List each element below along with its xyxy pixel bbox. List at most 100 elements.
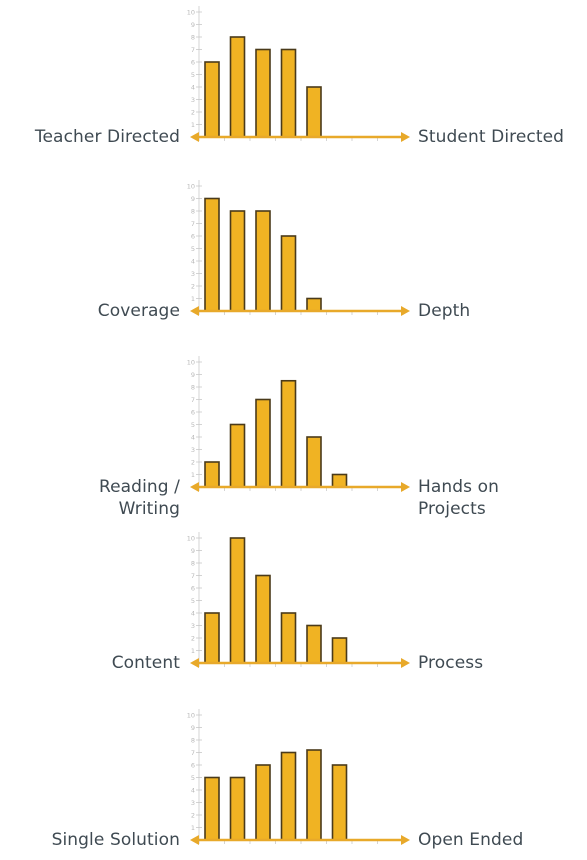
- y-tick-label: 4: [191, 258, 195, 266]
- chart-3: 1 2 3 4 5 6 7 8 9 10: [187, 356, 410, 492]
- y-tick-label: 9: [191, 371, 195, 379]
- y-tick-label: 3: [191, 799, 195, 807]
- arrow-right-head-icon: [401, 306, 410, 316]
- bar: [331, 473, 348, 488]
- y-tick-label: 6: [191, 409, 195, 417]
- right-pole-label: Projects: [418, 499, 486, 519]
- y-tick-label: 8: [191, 384, 195, 392]
- y-tick-label: 4: [191, 610, 195, 618]
- y-tick-label: 9: [191, 547, 195, 555]
- y-tick-label: 4: [191, 434, 195, 442]
- bar: [229, 776, 246, 841]
- bar: [204, 612, 220, 664]
- y-tick-label: 1: [191, 824, 195, 832]
- arrow-right-head-icon: [401, 482, 410, 492]
- arrow-left-head-icon: [190, 482, 199, 492]
- bar: [255, 48, 271, 138]
- bar: [204, 461, 220, 488]
- arrow-left-head-icon: [190, 306, 199, 316]
- arrow-right-head-icon: [401, 658, 410, 668]
- y-tick-label: 10: [187, 359, 195, 367]
- left-pole-label: Teacher Directed: [34, 127, 180, 147]
- left-pole-label: Reading /: [98, 477, 180, 497]
- y-tick-label: 2: [191, 635, 195, 643]
- bar: [255, 764, 271, 841]
- y-tick-label: 8: [191, 560, 195, 568]
- y-tick-label: 7: [191, 572, 195, 580]
- bar: [280, 48, 297, 138]
- bar: [255, 574, 271, 664]
- arrow-left-head-icon: [190, 658, 199, 668]
- bar: [229, 36, 246, 138]
- left-pole-label: Coverage: [97, 301, 180, 321]
- y-tick-label: 5: [191, 774, 195, 782]
- y-tick-label: 7: [191, 396, 195, 404]
- y-tick-label: 8: [191, 208, 195, 216]
- y-tick-label: 6: [191, 585, 195, 593]
- y-tick-label: 1: [191, 121, 195, 129]
- y-tick-label: 10: [187, 535, 195, 543]
- y-tick-label: 3: [191, 96, 195, 104]
- y-tick-label: 2: [191, 812, 195, 820]
- right-pole-label: Open Ended: [418, 830, 524, 850]
- right-pole-label: Depth: [418, 301, 471, 321]
- y-tick-label: 1: [191, 647, 195, 655]
- arrow-right-head-icon: [401, 132, 410, 142]
- bar: [280, 612, 297, 664]
- right-pole-label: Process: [418, 653, 484, 673]
- y-tick-label: 7: [191, 46, 195, 54]
- y-tick-label: 10: [187, 9, 195, 17]
- bar: [204, 61, 220, 138]
- y-tick-label: 6: [191, 233, 195, 241]
- y-tick-label: 1: [191, 295, 195, 303]
- y-tick-label: 9: [191, 21, 195, 29]
- bar: [306, 624, 322, 664]
- bar: [204, 197, 220, 312]
- y-tick-label: 2: [191, 459, 195, 467]
- y-tick-label: 9: [191, 724, 195, 732]
- bar: [229, 210, 246, 312]
- bar: [306, 297, 322, 312]
- y-tick-label: 1: [191, 471, 195, 479]
- bar: [306, 749, 322, 841]
- y-tick-label: 2: [191, 283, 195, 291]
- y-tick-label: 10: [187, 712, 195, 720]
- y-tick-label: 4: [191, 84, 195, 92]
- left-pole-label: Single Solution: [51, 830, 180, 850]
- y-tick-label: 4: [191, 787, 195, 795]
- bar: [229, 537, 246, 664]
- y-tick-label: 3: [191, 270, 195, 278]
- y-tick-label: 7: [191, 749, 195, 757]
- bar: [229, 423, 246, 488]
- arrow-right-head-icon: [401, 835, 410, 845]
- y-tick-label: 6: [191, 59, 195, 67]
- right-pole-label: Student Directed: [418, 127, 565, 147]
- y-tick-label: 7: [191, 220, 195, 228]
- y-tick-label: 8: [191, 737, 195, 745]
- left-pole-label: Content: [111, 653, 180, 673]
- y-tick-label: 5: [191, 71, 195, 79]
- bar: [306, 86, 322, 138]
- y-tick-label: 3: [191, 622, 195, 630]
- y-tick-label: 3: [191, 446, 195, 454]
- y-tick-label: 8: [191, 34, 195, 42]
- y-tick-label: 6: [191, 762, 195, 770]
- chart-1: 1 2 3 4 5 6 7 8 9 10: [187, 6, 410, 142]
- bar: [255, 210, 271, 312]
- y-tick-label: 9: [191, 195, 195, 203]
- bar: [280, 379, 297, 488]
- bar: [255, 398, 271, 488]
- y-tick-label: 2: [191, 109, 195, 117]
- bar: [280, 751, 297, 841]
- arrow-left-head-icon: [190, 835, 199, 845]
- arrow-left-head-icon: [190, 132, 199, 142]
- chart-4: 1 2 3 4 5 6 7 8 9 10: [187, 532, 410, 668]
- bar: [204, 776, 220, 841]
- y-tick-label: 10: [187, 183, 195, 191]
- bar: [331, 637, 348, 664]
- bar: [280, 235, 297, 312]
- y-tick-label: 5: [191, 421, 195, 429]
- chart-5: 1 2 3 4 5 6 7 8 9 10: [187, 709, 410, 845]
